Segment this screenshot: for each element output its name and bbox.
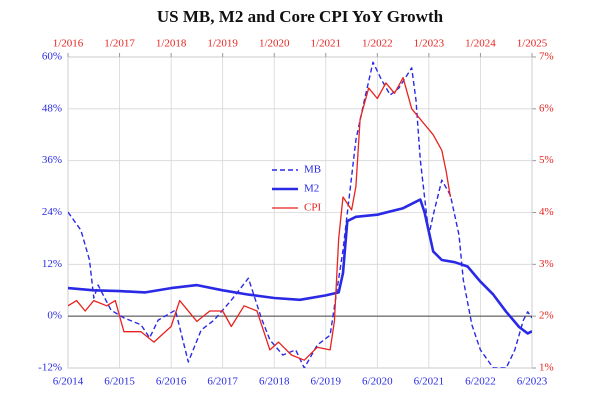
y-tick-label: -12%: [38, 362, 62, 374]
y2-tick-label: 2%: [539, 310, 554, 322]
y2-tick-label: 4%: [539, 206, 554, 218]
x-tick-label: 6/2016: [156, 376, 187, 388]
x2-tick-label: 1/2017: [104, 38, 135, 50]
x2-tick-label: 1/2018: [156, 38, 187, 50]
series-line: [68, 61, 532, 368]
x-tick-label: 6/2018: [259, 376, 290, 388]
x-tick-label: 6/2022: [465, 376, 496, 388]
y-tick-label: 48%: [42, 102, 62, 114]
y-tick-label: 60%: [42, 51, 62, 63]
x-tick-label: 6/2014: [53, 376, 84, 388]
chart-title: US MB, M2 and Core CPI YoY Growth: [157, 7, 444, 26]
x2-tick-label: 1/2024: [465, 38, 496, 50]
y2-tick-label: 7%: [539, 51, 554, 63]
legend-label: M2: [304, 183, 319, 195]
series-line: [68, 77, 452, 361]
legend-label: MB: [304, 164, 321, 176]
x-tick-label: 6/2020: [362, 376, 393, 388]
x2-tick-label: 1/2022: [362, 38, 393, 50]
x-tick-label: 6/2019: [310, 376, 341, 388]
y-tick-label: 24%: [42, 206, 62, 218]
x2-tick-label: 1/2023: [414, 38, 445, 50]
y-tick-label: 36%: [42, 154, 62, 166]
x2-tick-label: 1/2020: [259, 38, 290, 50]
x-tick-label: 6/2021: [414, 376, 445, 388]
y-tick-label: 12%: [42, 258, 62, 270]
y2-tick-label: 1%: [539, 362, 554, 374]
series-line: [68, 198, 532, 335]
x2-tick-label: 1/2016: [53, 38, 84, 50]
y-tick-label: 0%: [47, 310, 62, 322]
y2-tick-label: 5%: [539, 154, 554, 166]
y2-tick-label: 6%: [539, 102, 554, 114]
x-tick-label: 6/2015: [104, 376, 135, 388]
x-tick-label: 6/2017: [207, 376, 238, 388]
legend-label: CPI: [304, 202, 321, 214]
x2-tick-label: 1/2025: [517, 38, 548, 50]
x2-tick-label: 1/2019: [207, 38, 238, 50]
x2-tick-label: 1/2021: [310, 38, 341, 50]
y2-tick-label: 3%: [539, 258, 554, 270]
x-tick-label: 6/2023: [517, 376, 548, 388]
